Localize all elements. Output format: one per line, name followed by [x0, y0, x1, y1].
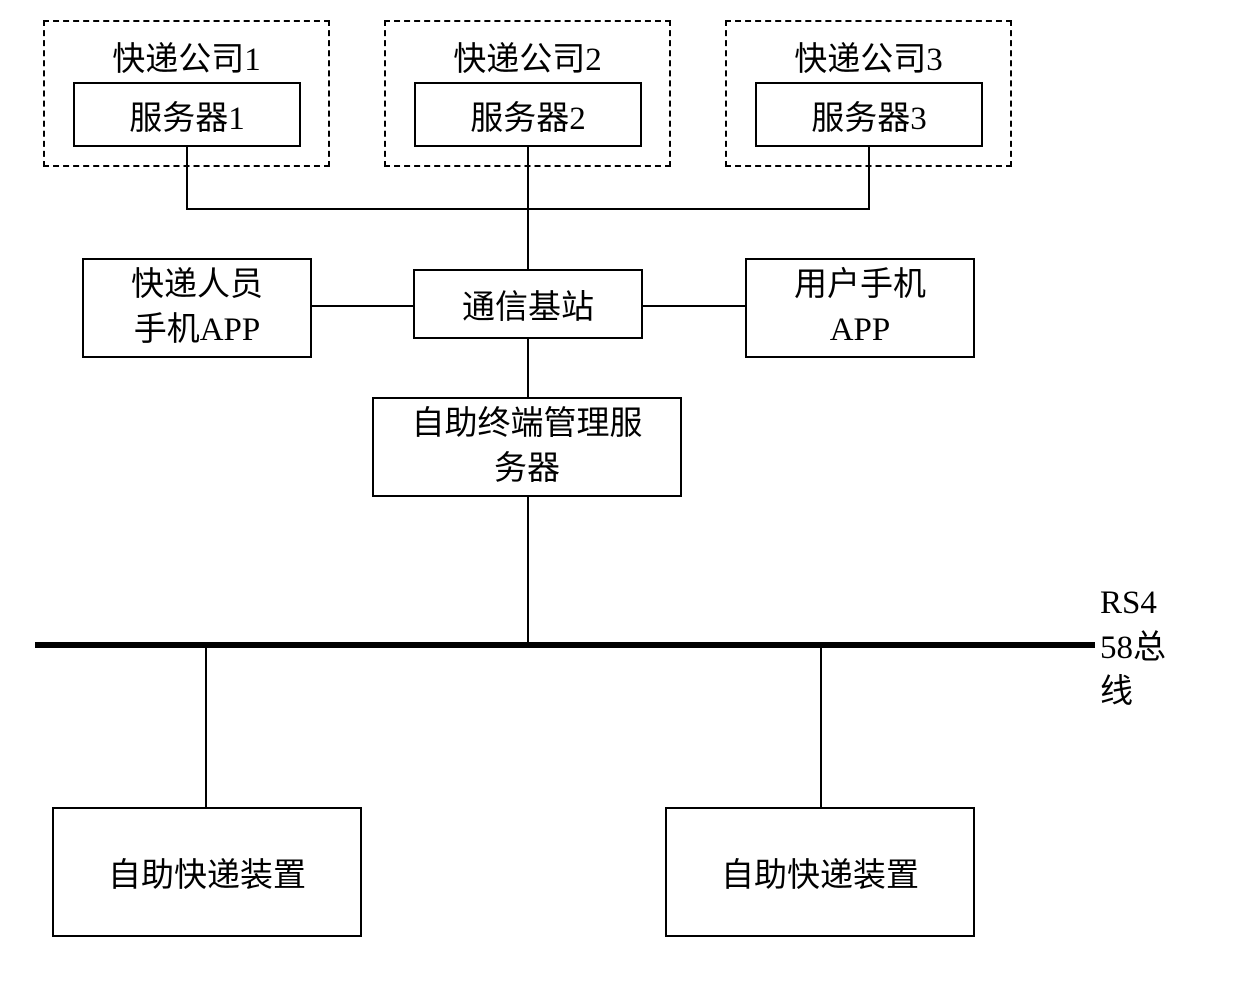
server-3-label: 服务器3: [811, 91, 927, 139]
terminal-server-box: 自助终端管理服 务器: [372, 397, 682, 497]
company-1-label: 快递公司1: [45, 32, 328, 80]
server-2-box: 服务器2: [414, 82, 642, 147]
server-1-label: 服务器1: [129, 91, 245, 139]
bus-line: [35, 642, 1095, 648]
terminal-server-label: 自助终端管理服 务器: [412, 402, 643, 491]
company-2-label: 快递公司2: [386, 32, 669, 80]
courier-app-label: 快递人员 手机APP: [131, 263, 263, 352]
user-app-label: 用户手机 APP: [794, 263, 926, 352]
connector-terminal-to-bus: [527, 497, 529, 642]
bus-label: RS4 58总 线: [1100, 581, 1166, 715]
server-3-box: 服务器3: [755, 82, 983, 147]
connector-courier-to-base: [312, 305, 413, 307]
connector-bus-to-dev1: [205, 648, 207, 807]
server-2-label: 服务器2: [470, 91, 586, 139]
connector-c1-down: [186, 147, 188, 210]
self-device-2-label: 自助快递装置: [721, 848, 919, 896]
connector-c2-down: [527, 147, 529, 210]
self-device-2-box: 自助快递装置: [665, 807, 975, 937]
connector-c3-down: [868, 147, 870, 210]
base-station-box: 通信基站: [413, 269, 643, 339]
connector-base-to-user: [643, 305, 745, 307]
company-3-label: 快递公司3: [727, 32, 1010, 80]
self-device-1-box: 自助快递装置: [52, 807, 362, 937]
connector-base-to-terminal: [527, 339, 529, 397]
server-1-box: 服务器1: [73, 82, 301, 147]
user-app-box: 用户手机 APP: [745, 258, 975, 358]
self-device-1-label: 自助快递装置: [108, 848, 306, 896]
courier-app-box: 快递人员 手机APP: [82, 258, 312, 358]
connector-top-to-base: [527, 208, 529, 269]
base-station-label: 通信基站: [462, 280, 594, 328]
connector-bus-to-dev2: [820, 648, 822, 807]
